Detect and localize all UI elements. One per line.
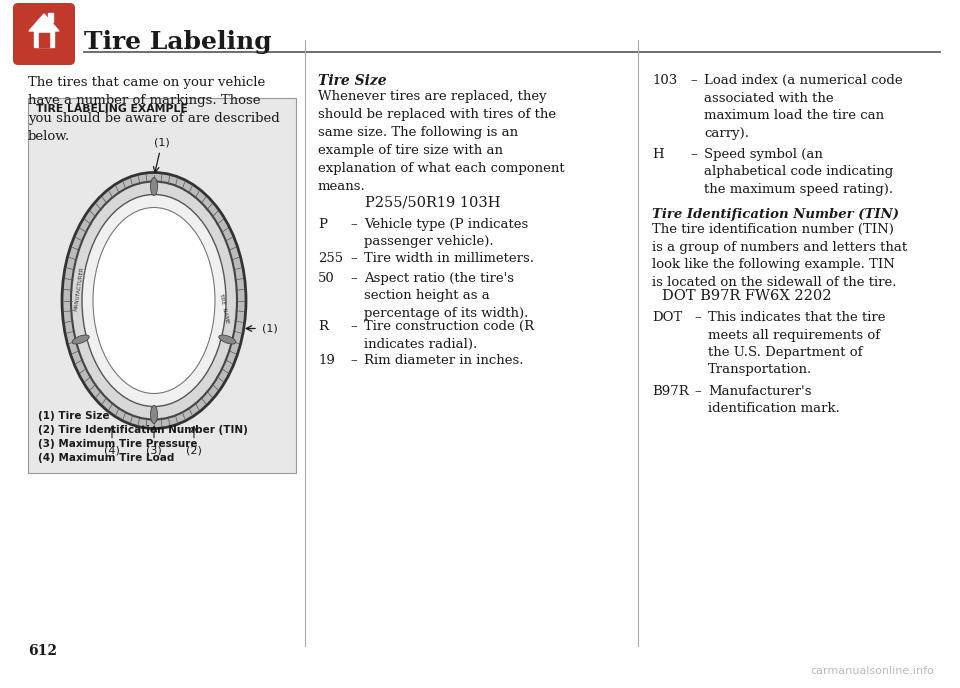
Text: –: – (690, 148, 697, 161)
Polygon shape (39, 33, 49, 47)
Ellipse shape (219, 335, 236, 344)
Text: DOT B97R FW6X 2202: DOT B97R FW6X 2202 (662, 289, 831, 303)
Text: –: – (694, 385, 701, 398)
Text: (4): (4) (104, 446, 120, 455)
Ellipse shape (93, 208, 215, 394)
Ellipse shape (62, 173, 246, 429)
Text: (1) Tire Size: (1) Tire Size (38, 411, 109, 421)
Text: (1): (1) (262, 323, 277, 334)
Ellipse shape (151, 405, 157, 424)
Ellipse shape (151, 178, 157, 195)
Text: 19: 19 (318, 354, 335, 367)
Text: Tire Labeling: Tire Labeling (84, 30, 272, 54)
Text: 103: 103 (652, 74, 677, 87)
Text: (1): (1) (155, 138, 170, 147)
Text: The tires that came on your vehicle
have a number of markings. Those
you should : The tires that came on your vehicle have… (28, 76, 279, 143)
Text: P: P (318, 218, 327, 231)
Text: Tire width in millimeters.: Tire width in millimeters. (364, 252, 534, 265)
Text: Rim diameter in inches.: Rim diameter in inches. (364, 354, 523, 367)
Text: Vehicle type (P indicates
passenger vehicle).: Vehicle type (P indicates passenger vehi… (364, 218, 528, 248)
Text: DOT: DOT (652, 311, 683, 324)
Text: (3): (3) (146, 446, 162, 455)
Text: Tire Size: Tire Size (318, 74, 387, 88)
Text: –: – (690, 74, 697, 87)
Text: (2): (2) (186, 446, 202, 455)
Text: TIRE LABELING EXAMPLE: TIRE LABELING EXAMPLE (36, 104, 188, 114)
Text: 255: 255 (318, 252, 343, 265)
Text: Aspect ratio (the tire's
section height as a
percentage of its width).: Aspect ratio (the tire's section height … (364, 272, 528, 320)
Text: TIRE  NAME: TIRE NAME (218, 292, 229, 324)
Text: carmanualsonline.info: carmanualsonline.info (810, 666, 934, 676)
Polygon shape (29, 14, 59, 31)
Ellipse shape (82, 195, 226, 407)
Text: –: – (350, 218, 356, 231)
Text: (4) Maximum Tire Load: (4) Maximum Tire Load (38, 453, 175, 463)
Text: –: – (350, 320, 356, 333)
Text: 612: 612 (28, 644, 57, 658)
Text: (2) Tire Identification Number (TIN): (2) Tire Identification Number (TIN) (38, 425, 248, 435)
Text: 50: 50 (318, 272, 335, 285)
Text: The tire identification number (TIN)
is a group of numbers and letters that
look: The tire identification number (TIN) is … (652, 223, 907, 288)
Ellipse shape (72, 335, 89, 344)
Text: H: H (652, 148, 663, 161)
Polygon shape (34, 31, 54, 47)
Text: –: – (350, 354, 356, 367)
Text: MANUFACTURER: MANUFACTURER (73, 266, 84, 311)
Text: Load index (a numerical code
associated with the
maximum load the tire can
carry: Load index (a numerical code associated … (704, 74, 902, 140)
Text: –: – (694, 311, 701, 324)
Text: Whenever tires are replaced, they
should be replaced with tires of the
same size: Whenever tires are replaced, they should… (318, 90, 564, 193)
Text: B97R: B97R (652, 385, 688, 398)
Polygon shape (48, 13, 53, 22)
Text: Tire construction code (R
indicates radial).: Tire construction code (R indicates radi… (364, 320, 534, 350)
Text: Tire Identification Number (TIN): Tire Identification Number (TIN) (652, 208, 899, 221)
Text: P255/50R19 103H: P255/50R19 103H (365, 196, 501, 210)
Text: Speed symbol (an
alphabetical code indicating
the maximum speed rating).: Speed symbol (an alphabetical code indic… (704, 148, 893, 196)
Text: This indicates that the tire
meets all requirements of
the U.S. Department of
Tr: This indicates that the tire meets all r… (708, 311, 885, 376)
Text: Manufacturer's
identification mark.: Manufacturer's identification mark. (708, 385, 840, 416)
Text: (3) Maximum Tire Pressure: (3) Maximum Tire Pressure (38, 439, 198, 449)
FancyBboxPatch shape (13, 3, 75, 65)
FancyBboxPatch shape (28, 98, 296, 473)
Ellipse shape (71, 182, 237, 420)
Text: –: – (350, 272, 356, 285)
Text: R: R (318, 320, 328, 333)
Text: –: – (350, 252, 356, 265)
